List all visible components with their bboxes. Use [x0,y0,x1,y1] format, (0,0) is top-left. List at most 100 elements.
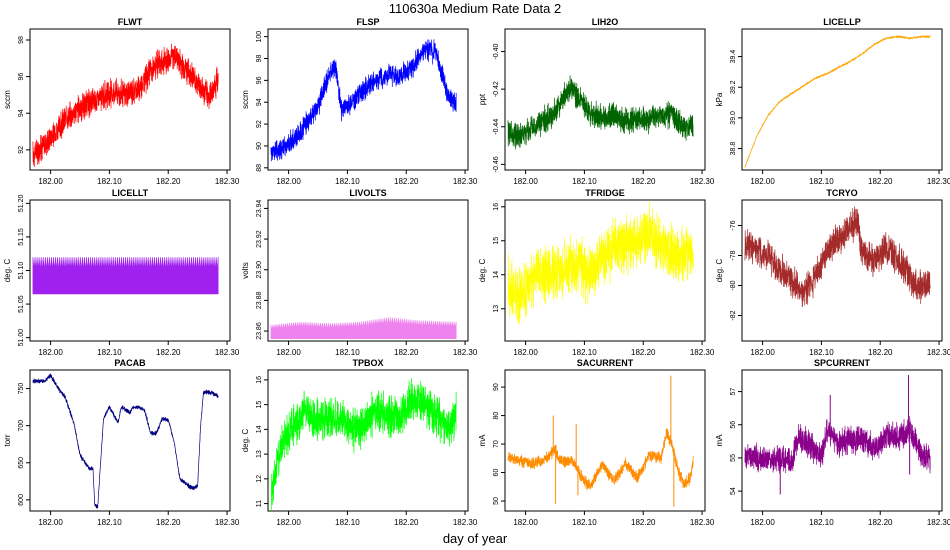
y-axis-label: sccm [3,90,12,109]
panel-title: LICELLT [112,188,149,198]
x-tick-label: 182.20 [156,177,181,186]
y-tick-label: 70 [493,440,500,448]
figure-title: 110630a Medium Rate Data 2 [388,1,562,16]
x-tick-label: 182.20 [394,348,419,357]
x-tick-label: 182.10 [335,518,360,527]
panel-pacab: PACAB torr 182.00 182.10 182.20 182.30 600 650 7… [3,358,240,527]
y-axis-label: mA [715,434,724,447]
y-axis-label: sccm [241,90,250,109]
x-tick-label: 182.20 [631,177,656,186]
x-tick-label: 182.30 [690,518,715,527]
y-tick-label: 38.8 [730,142,737,156]
x-tick-label: 182.20 [394,177,419,186]
x-tick-label: 182.10 [572,518,597,527]
x-tick-label: 182.00 [513,348,538,357]
x-tick-label: 182.30 [215,177,240,186]
y-tick-label: 12 [256,475,263,483]
x-tick-label: 182.10 [97,518,122,527]
y-tick-label: 51.05 [18,295,25,313]
x-tick-label: 182.00 [38,348,63,357]
data-layer [32,43,219,168]
x-tick-label: 182.20 [631,348,656,357]
x-tick-label: 182.30 [453,518,478,527]
y-axis-label: mA [478,434,487,447]
x-tick-label: 182.10 [809,518,834,527]
y-tick-label: 92 [256,120,263,128]
panel-title: LICELLP [823,17,861,27]
y-tick-label: 23.86 [256,322,263,340]
y-tick-label: 90 [493,383,500,391]
y-tick-label: 14 [493,271,500,279]
y-tick-label: 51.10 [18,262,25,280]
y-tick-label: 23.92 [256,230,263,248]
data-layer [270,317,457,339]
x-tick-label: 182.30 [453,177,478,186]
y-tick-label: -76 [730,220,737,230]
x-tick-label: 182.30 [690,177,715,186]
y-tick-label: 56 [730,421,737,429]
y-tick-label: 23.94 [256,200,263,218]
panel-title: LIVOLTS [349,188,386,198]
x-tick-label: 182.20 [394,518,419,527]
y-tick-label: 51.20 [18,194,25,212]
y-axis-label: volts [241,262,250,278]
y-tick-label: 750 [18,383,25,395]
y-axis-label: kPa [715,92,724,106]
data-layer [270,39,457,162]
y-tick-label: 51.00 [18,329,25,347]
y-tick-label: 96 [256,76,263,84]
y-tick-label: 54 [730,487,737,495]
y-tick-label: 16 [493,203,500,211]
y-tick-label: 80 [493,412,500,420]
panel-tcryo: TCRYO deg. C 182.00 182.10 182.20 182.30 -82 -8… [715,188,950,357]
y-tick-label: 60 [493,469,500,477]
y-tick-label: 90 [256,142,263,150]
x-tick-label: 182.30 [215,518,240,527]
y-tick-label: 94 [18,109,25,117]
series-line [270,378,457,511]
x-axis-label: day of year [442,531,508,546]
y-axis-label: deg. C [241,428,250,452]
x-tick-label: 182.30 [927,177,950,186]
x-tick-label: 182.00 [38,177,63,186]
plot-frame [741,369,943,512]
data-layer [744,206,931,307]
panel-sacurrent: SACURRENT mA 182.00 182.10 182.20 182.30 50 60 7… [478,358,715,527]
y-tick-label: 57 [730,388,737,396]
series-line [744,35,931,168]
data-layer [32,257,219,295]
panel-licellp: LICELLP kPa 182.00 182.10 182.20 182.30 38.8 39… [715,17,950,186]
x-tick-label: 182.00 [513,518,538,527]
y-tick-label: 600 [18,494,25,506]
series-line [744,416,931,474]
x-tick-label: 182.00 [513,177,538,186]
data-layer [270,378,457,511]
y-tick-label: 51.15 [18,228,25,246]
y-tick-label: 50 [493,497,500,505]
plot-frame [504,369,706,512]
series-band [270,317,457,339]
panel-spcurrent: SPCURRENT mA 182.00 182.10 182.20 182.30 54 55 5… [715,358,950,527]
x-tick-label: 182.00 [38,518,63,527]
y-tick-label: 14 [256,425,263,433]
panel-tpbox: TPBOX deg. C 182.00 182.10 182.20 182.30 11 12 1… [241,358,478,527]
x-tick-label: 182.20 [156,518,181,527]
plot-frame [267,199,469,342]
x-tick-label: 182.00 [750,518,775,527]
series-line [270,39,457,162]
series-band [32,257,219,295]
x-tick-label: 182.00 [276,177,301,186]
data-layer [744,374,931,495]
panel-title: TPBOX [352,358,383,368]
plot-frame [741,28,943,171]
plot-frame [741,199,943,342]
plot-frame [267,369,469,512]
panel-tfridge: TFRIDGE deg. C 182.00 182.10 182.20 182.30 13 1… [478,188,715,357]
y-axis-label: deg. C [3,258,12,282]
plot-frame [504,28,706,171]
x-tick-label: 182.20 [868,177,893,186]
plot-frame [504,199,706,342]
series-line [507,75,694,150]
series-line [32,373,219,509]
x-tick-label: 182.10 [572,348,597,357]
